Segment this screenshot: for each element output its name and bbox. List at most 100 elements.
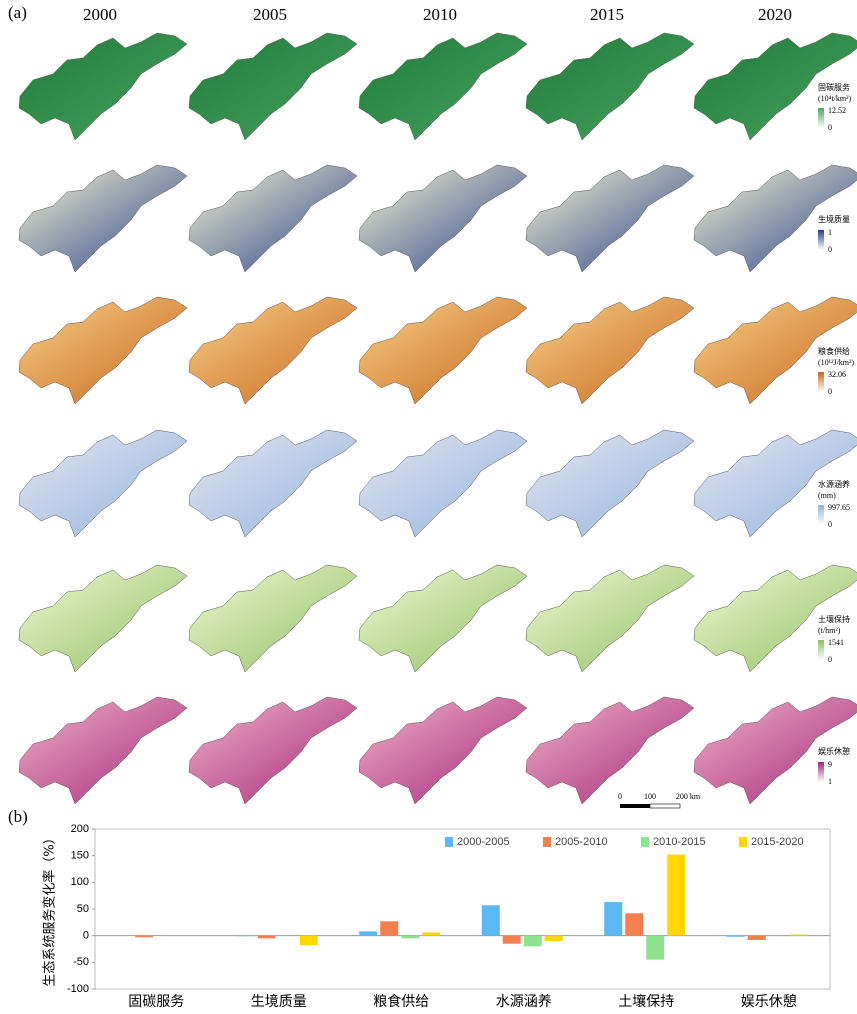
map-shape (18, 696, 188, 805)
legend-title: 生境质量 (818, 214, 850, 224)
y-tick-label: 100 (71, 876, 89, 888)
y-tick-label: -100 (67, 983, 89, 995)
map (188, 296, 358, 405)
legend-label: 2005-2010 (555, 836, 608, 848)
legend-bar (818, 372, 824, 392)
legend-min: 0 (828, 245, 832, 254)
legend-min: 1 (828, 777, 832, 786)
bar (625, 913, 644, 936)
map (358, 32, 528, 141)
map-shape (358, 429, 528, 538)
legend-title: 粮食供给 (818, 346, 850, 356)
map-shape (358, 564, 528, 673)
legend-label: 2010-2015 (653, 836, 706, 848)
bar (299, 935, 318, 946)
map (358, 164, 528, 273)
legend-unit: (t/hm²) (818, 626, 841, 635)
plot-frame (94, 828, 831, 990)
scale-label: 100 (644, 792, 656, 801)
x-tick-label: 娱乐休憩 (741, 993, 797, 1010)
x-tick-label: 固碳服务 (128, 994, 184, 1010)
legend-title: 水源涵养 (818, 479, 850, 489)
bar (544, 935, 563, 941)
map (358, 296, 528, 405)
bar (646, 935, 665, 960)
legend-title: 娱乐休憩 (818, 746, 850, 756)
year-label: 2010 (423, 5, 457, 24)
bar (401, 935, 420, 939)
y-tick-label: 150 (71, 850, 89, 862)
x-tick-label: 粮食供给 (373, 993, 429, 1010)
x-tick-label: 水源涵养 (496, 994, 552, 1010)
legend-bar (818, 108, 824, 128)
legend-unit: (10¹²J/km²) (818, 358, 854, 367)
map (525, 296, 695, 405)
bar (257, 935, 276, 939)
year-label: 2000 (83, 5, 117, 24)
map-shape (18, 564, 188, 673)
map-shape (18, 164, 188, 273)
legend-title: 固碳服务 (818, 82, 850, 92)
map-shape (18, 32, 188, 141)
year-label: 2005 (253, 5, 287, 24)
map-shape (188, 564, 358, 673)
bar (747, 935, 766, 940)
map (18, 296, 188, 405)
map (525, 32, 695, 141)
map (525, 564, 695, 673)
map (18, 564, 188, 673)
map-shape (188, 429, 358, 538)
map (525, 429, 695, 538)
map-shape (188, 296, 358, 405)
map (358, 429, 528, 538)
bar (502, 935, 521, 944)
map-shape (358, 32, 528, 141)
legend-min: 0 (828, 655, 832, 664)
x-tick-label: 土壤保持 (618, 993, 674, 1010)
legend-swatch (445, 837, 453, 847)
legend-min: 0 (828, 520, 832, 529)
scale-bar (649, 803, 681, 809)
map-shape (525, 164, 695, 273)
year-label: 2015 (590, 5, 624, 24)
bar (726, 935, 745, 937)
legend-min: 0 (828, 123, 832, 132)
bar (135, 935, 154, 938)
map (188, 564, 358, 673)
legend-bar (818, 230, 824, 250)
bar (422, 932, 441, 936)
map (18, 32, 188, 141)
legend-bar (818, 505, 824, 525)
y-tick-label: 200 (71, 823, 89, 835)
map-shape (358, 696, 528, 805)
legend-swatch (641, 837, 649, 847)
y-tick-label: 50 (77, 903, 89, 915)
legend-unit: (mm) (818, 491, 836, 500)
y-tick-label: -50 (73, 956, 89, 968)
map-shape (525, 696, 695, 805)
bar (789, 934, 808, 936)
legend-max: 32.06 (828, 370, 846, 379)
legend-title: 土壤保持 (818, 614, 850, 624)
legend-swatch (543, 837, 551, 847)
bar (667, 854, 686, 936)
scale-bar (620, 804, 650, 808)
map (525, 164, 695, 273)
map-shape (525, 429, 695, 538)
map-shape (525, 296, 695, 405)
y-axis-label: 生态系统服务变化率（%） (42, 831, 58, 986)
map (18, 164, 188, 273)
map (188, 32, 358, 141)
legend-bar (818, 640, 824, 660)
legend-unit: (10⁴t/km²) (818, 94, 852, 103)
x-tick-label: 生境质量 (251, 994, 307, 1010)
map (525, 696, 695, 805)
map-shape (18, 296, 188, 405)
scale-label: 0 (618, 792, 622, 801)
map (188, 696, 358, 805)
bar (604, 902, 623, 936)
legend-max: 1541 (828, 638, 844, 647)
bar (523, 935, 542, 947)
legend-bar (818, 762, 824, 782)
map-shape (18, 429, 188, 538)
